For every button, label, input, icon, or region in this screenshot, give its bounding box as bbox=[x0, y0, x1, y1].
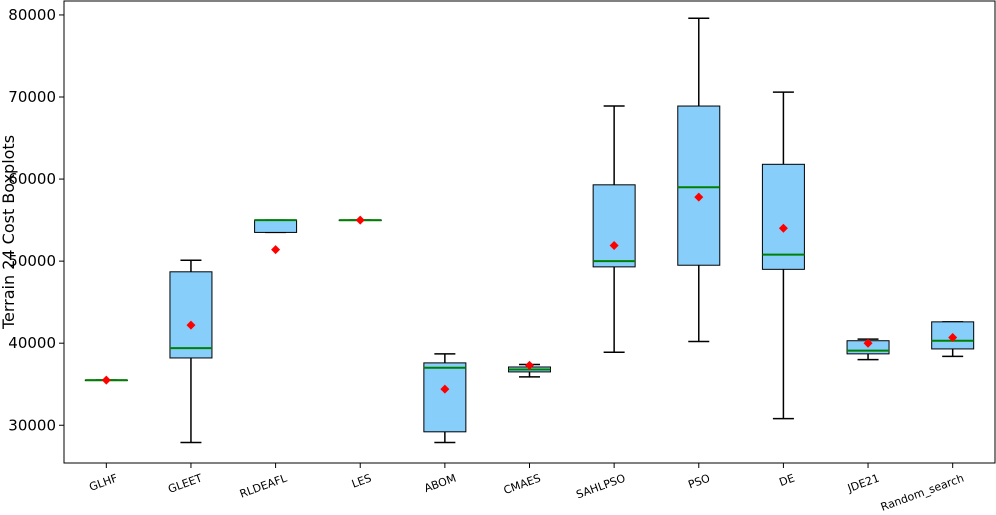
mean-marker bbox=[271, 245, 281, 255]
y-tick-label: 70000 bbox=[8, 88, 56, 106]
y-tick-label: 40000 bbox=[8, 334, 56, 352]
plot-area bbox=[63, 0, 996, 464]
mean-marker bbox=[186, 320, 196, 330]
box-group-de bbox=[761, 91, 805, 420]
y-axis-title: Terrain 24 Cost Boxplots bbox=[0, 135, 18, 330]
box-group-sahlpso bbox=[592, 105, 636, 353]
mean-marker bbox=[101, 375, 111, 385]
x-tick-label: DE bbox=[777, 472, 796, 490]
y-axis: 30000 40000 50000 60000 70000 80000 bbox=[8, 6, 64, 434]
mean-marker bbox=[778, 223, 788, 233]
x-tick-label: CMAES bbox=[502, 472, 543, 497]
x-tick-label: RLDEAFL bbox=[238, 471, 289, 500]
box-group-les bbox=[338, 215, 382, 225]
mean-marker bbox=[609, 241, 619, 251]
box-group-random_search bbox=[931, 321, 975, 358]
mean-marker bbox=[355, 215, 365, 225]
y-tick-label: 60000 bbox=[8, 170, 56, 188]
mean-marker bbox=[694, 192, 704, 202]
box-group-jde21 bbox=[846, 338, 890, 361]
x-tick-label: ABOM bbox=[422, 472, 457, 496]
x-tick-label: PSO bbox=[686, 471, 712, 491]
x-tick-label: GLHF bbox=[87, 472, 119, 494]
iqr-box bbox=[677, 105, 721, 266]
x-axis: GLHF GLEET RLDEAFL LES ABOM CMAES SAHLPSO PSO DE… bbox=[87, 463, 966, 514]
box-series bbox=[84, 17, 975, 444]
iqr-box bbox=[254, 219, 298, 233]
mean-marker bbox=[525, 360, 534, 370]
x-tick-label: LES bbox=[350, 472, 373, 491]
iqr-box bbox=[169, 271, 213, 359]
iqr-box bbox=[423, 362, 467, 433]
iqr-box bbox=[592, 184, 636, 268]
mean-marker bbox=[948, 332, 958, 342]
x-tick-label: GLEET bbox=[166, 472, 204, 496]
box-group-cmaes bbox=[508, 360, 551, 378]
x-tick-label: Random_search bbox=[879, 472, 966, 514]
box-group-abom bbox=[423, 353, 467, 444]
y-tick-label: 30000 bbox=[8, 416, 56, 434]
mean-marker bbox=[863, 338, 873, 348]
x-tick-label: JDE21 bbox=[845, 472, 881, 496]
y-tick-label: 50000 bbox=[8, 252, 56, 270]
mean-marker bbox=[440, 384, 450, 394]
box-group-pso bbox=[677, 17, 721, 343]
y-tick-label: 80000 bbox=[8, 6, 56, 24]
iqr-box bbox=[761, 163, 805, 270]
x-tick-label: SAHLPSO bbox=[574, 471, 627, 501]
box-group-rldeafl bbox=[254, 219, 298, 255]
box-group-glhf bbox=[84, 375, 128, 385]
box-group-gleet bbox=[169, 259, 213, 444]
